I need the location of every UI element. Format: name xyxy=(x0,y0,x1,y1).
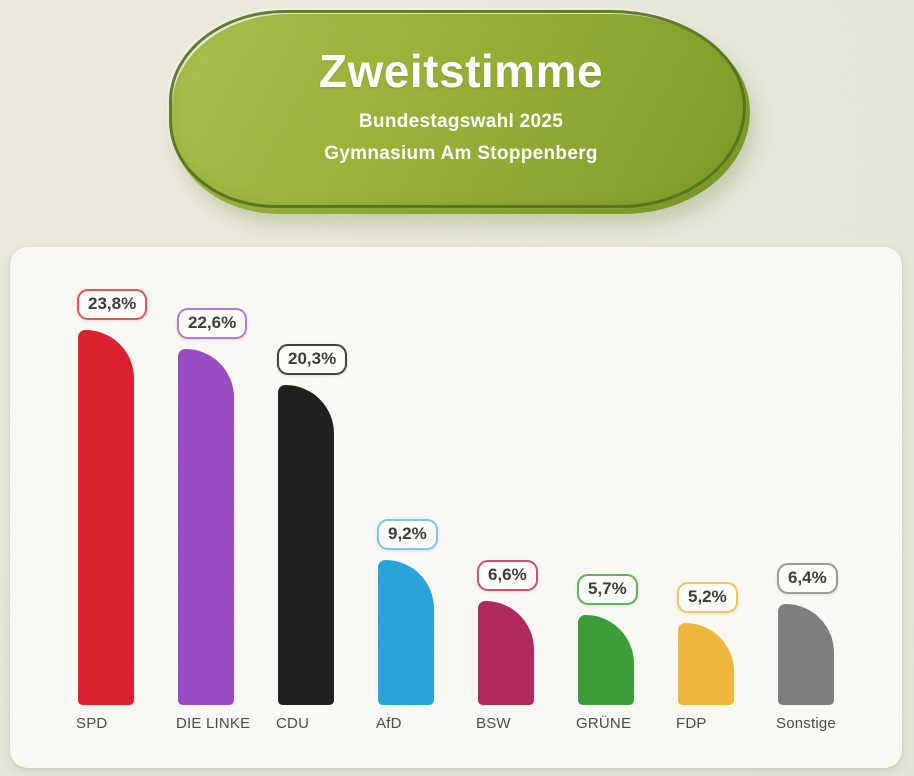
category-label: FDP xyxy=(676,715,707,732)
bar xyxy=(378,560,434,705)
category-label: Sonstige xyxy=(776,715,836,732)
header-blob: Zweitstimme Bundestagswahl 2025 Gymnasiu… xyxy=(169,10,750,214)
bar xyxy=(278,385,334,705)
value-badge: 6,6% xyxy=(477,560,538,591)
value-badge: 5,7% xyxy=(577,574,638,605)
subtitle-election: Bundestagswahl 2025 xyxy=(358,110,564,132)
bar xyxy=(178,349,234,705)
value-badge: 5,2% xyxy=(677,582,738,613)
chart-panel: 23,8% SPD 22,6% DIE LINKE 20,3% CDU 9,2% AfD 6,6… xyxy=(10,247,902,768)
category-label: BSW xyxy=(476,715,511,732)
bar xyxy=(578,615,634,705)
value-badge: 9,2% xyxy=(377,519,438,550)
value-badge: 22,6% xyxy=(177,308,248,339)
bar xyxy=(678,623,734,705)
category-label: DIE LINKE xyxy=(176,715,251,732)
page-title: Zweitstimme xyxy=(318,45,604,97)
category-label: SPD xyxy=(76,715,108,732)
category-label: AfD xyxy=(376,715,402,732)
category-label: GRÜNE xyxy=(576,715,632,732)
subtitle-school: Gymnasium Am Stoppenberg xyxy=(324,142,598,164)
bar xyxy=(778,604,834,705)
bar xyxy=(478,601,534,705)
value-badge: 6,4% xyxy=(777,563,838,594)
value-badge: 23,8% xyxy=(77,289,148,320)
category-label: CDU xyxy=(276,715,310,732)
value-badge: 20,3% xyxy=(277,344,348,375)
bar xyxy=(78,330,134,705)
bar-chart: 23,8% SPD 22,6% DIE LINKE 20,3% CDU 9,2% AfD 6,6… xyxy=(10,247,902,768)
